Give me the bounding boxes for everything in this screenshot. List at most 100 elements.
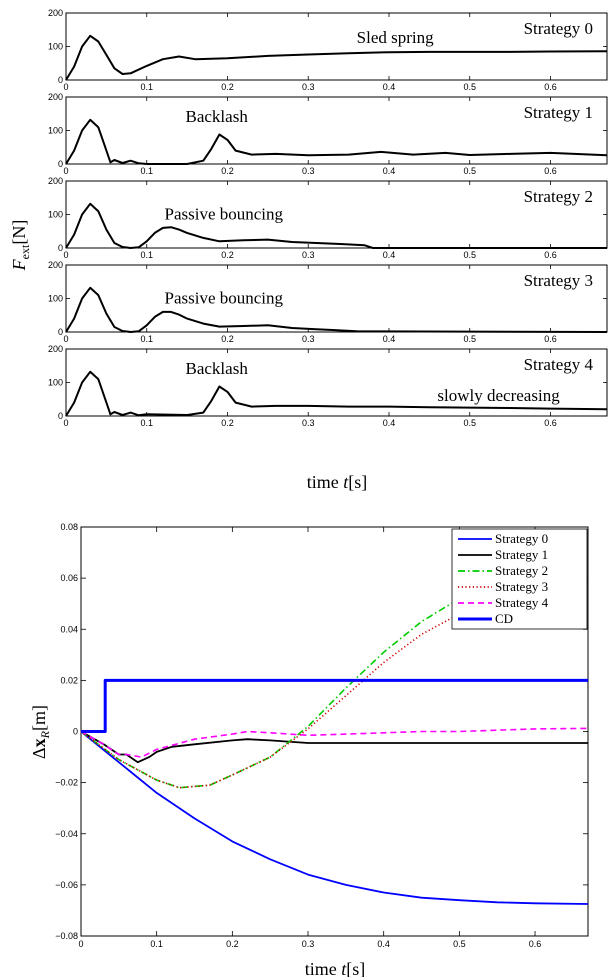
y-tick-label: −0.04 <box>55 829 78 839</box>
force-line <box>65 370 608 417</box>
y-tick-label: 100 <box>48 294 63 304</box>
y-tick-label: −0.02 <box>55 778 78 788</box>
panel-1: 0 0.1 0.2 0.3 0.4 0.5 0.6 0 100 200 Strategy 1 Back… <box>48 92 608 176</box>
x-tick-label: 0 <box>63 82 68 92</box>
y-tick-label: 0 <box>58 243 63 253</box>
x-tick-label: 0.3 <box>302 334 315 344</box>
y-tick-label: 100 <box>48 378 63 388</box>
legend-label: CD <box>495 611 513 626</box>
bottom-x-axis-label: time t[s] <box>305 959 366 977</box>
x-tick-label: 0.3 <box>302 418 315 428</box>
x-tick-label: 0.4 <box>383 418 396 428</box>
annotation: Backlash <box>186 359 249 378</box>
force-line <box>65 118 608 165</box>
annotation: Passive bouncing <box>165 205 284 224</box>
x-tick-label: 0.5 <box>463 250 476 260</box>
top-x-axis-label: time t[s] <box>307 472 368 492</box>
strategy-title: Strategy 0 <box>524 19 593 38</box>
annotation: slowly decreasing <box>437 386 560 405</box>
x-tick-label: 0.5 <box>463 418 476 428</box>
x-tick-label: 0.1 <box>140 250 153 260</box>
strategy-title: Strategy 3 <box>524 271 593 290</box>
strategy-title: Strategy 4 <box>524 355 594 374</box>
top-y-axis-label: Fext[N] <box>9 220 32 272</box>
x-tick-label: 0.3 <box>302 82 315 92</box>
top-figure: 0 0.1 0.2 0.3 0.4 0.5 0.6 0 100 200 Strategy 0 Sled… <box>48 8 608 428</box>
series-line-1 <box>80 730 588 764</box>
series-line-5 <box>81 678 588 733</box>
legend-label: Strategy 1 <box>495 547 548 562</box>
x-tick-label: 0 <box>63 334 68 344</box>
legend-label: Strategy 3 <box>495 579 548 594</box>
series-line-2 <box>80 564 589 789</box>
y-tick-label: 0 <box>58 411 63 421</box>
series-line-0 <box>80 730 589 905</box>
force-line <box>65 34 608 81</box>
panel-3: 0 0.1 0.2 0.3 0.4 0.5 0.6 0 100 200 Strategy 3 Pass… <box>48 260 608 344</box>
x-tick-label: 0 <box>78 939 83 949</box>
x-tick-label: 0.3 <box>302 939 315 949</box>
panel-4: 0 0.1 0.2 0.3 0.4 0.5 0.6 0 100 200 Strategy 4 Back… <box>48 344 608 428</box>
x-tick-label: 0.3 <box>302 166 315 176</box>
y-tick-label: 0 <box>58 75 63 85</box>
annotation: Backlash <box>186 107 249 126</box>
x-tick-label: 0.1 <box>140 418 153 428</box>
bottom-figure: 0 0.1 0.2 0.3 0.4 0.5 0.60.080.060.040.020−0.0… <box>55 522 589 949</box>
strategy-title: Strategy 1 <box>524 103 593 122</box>
x-tick-label: 0.1 <box>140 82 153 92</box>
x-tick-label: 0.5 <box>463 334 476 344</box>
x-tick-label: 0.5 <box>453 939 466 949</box>
x-tick-label: 0.6 <box>544 250 557 260</box>
x-tick-label: 0.2 <box>221 334 234 344</box>
x-tick-label: 0.4 <box>383 166 396 176</box>
y-tick-label: −0.06 <box>55 880 78 890</box>
annotation: Passive bouncing <box>165 289 284 308</box>
y-tick-label: 100 <box>48 42 63 52</box>
x-tick-label: 0.2 <box>221 250 234 260</box>
bottom-y-axis-label: ΔxR[m] <box>29 705 52 759</box>
x-tick-label: 0.4 <box>383 250 396 260</box>
x-tick-label: 0.6 <box>544 82 557 92</box>
panel-2: 0 0.1 0.2 0.3 0.4 0.5 0.6 0 100 200 Strategy 2 Pass… <box>48 176 608 260</box>
x-tick-label: 0.6 <box>529 939 542 949</box>
y-tick-label: 0.06 <box>60 573 78 583</box>
x-tick-label: 0.6 <box>544 334 557 344</box>
x-tick-label: 0.2 <box>221 418 234 428</box>
x-tick-label: 0.4 <box>383 82 396 92</box>
strategy-title: Strategy 2 <box>524 187 593 206</box>
panel-0: 0 0.1 0.2 0.3 0.4 0.5 0.6 0 100 200 Strategy 0 Sled… <box>48 8 608 92</box>
x-tick-label: 0.1 <box>140 334 153 344</box>
y-tick-label: 0 <box>58 159 63 169</box>
y-tick-label: −0.08 <box>55 931 78 941</box>
y-tick-label: 0.02 <box>60 675 78 685</box>
x-tick-label: 0.2 <box>221 82 234 92</box>
series-line-4 <box>80 727 589 758</box>
force-line <box>65 286 608 333</box>
y-tick-label: 0.08 <box>60 522 78 532</box>
y-tick-label: 200 <box>48 8 63 18</box>
y-tick-label: 0 <box>58 327 63 337</box>
force-line <box>65 202 607 249</box>
legend-label: Strategy 0 <box>495 531 548 546</box>
x-tick-label: 0.2 <box>226 939 239 949</box>
y-tick-label: 200 <box>48 92 63 102</box>
y-tick-label: 100 <box>48 126 63 136</box>
x-tick-label: 0.4 <box>383 334 396 344</box>
legend-label: Strategy 4 <box>495 595 549 610</box>
x-tick-label: 0 <box>63 418 68 428</box>
x-tick-label: 0 <box>63 250 68 260</box>
x-tick-label: 0.3 <box>302 250 315 260</box>
x-tick-label: 0.4 <box>377 939 390 949</box>
x-tick-label: 0 <box>63 166 68 176</box>
legend-box <box>451 528 588 630</box>
y-tick-label: 0.04 <box>60 624 78 634</box>
x-tick-label: 0.2 <box>221 166 234 176</box>
annotation: Sled spring <box>357 28 434 47</box>
x-tick-label: 0.5 <box>463 166 476 176</box>
x-tick-label: 0.1 <box>150 939 163 949</box>
y-tick-label: 200 <box>48 176 63 186</box>
y-tick-label: 0 <box>73 727 78 737</box>
x-tick-label: 0.5 <box>463 82 476 92</box>
